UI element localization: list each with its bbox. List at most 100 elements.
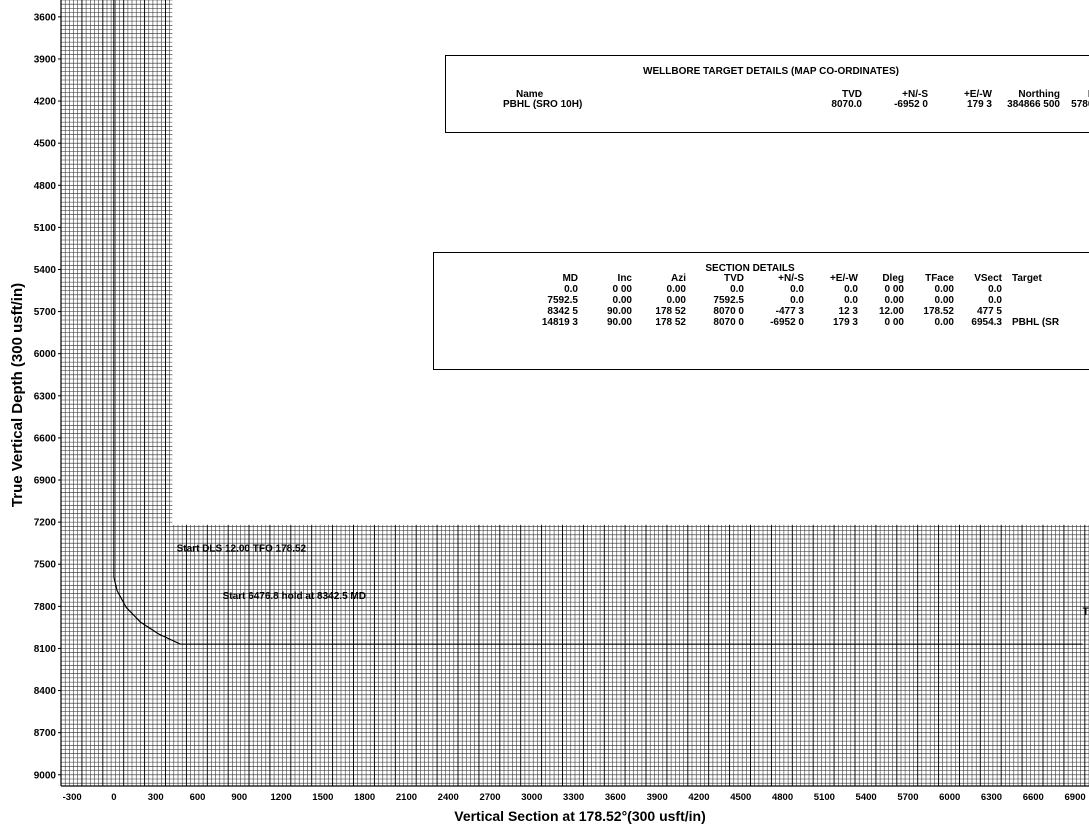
target-header-tvd: TVD (842, 89, 862, 100)
section-cell-inc: 0 00 (612, 284, 632, 295)
y-tick-label: 6900 (34, 476, 57, 487)
x-tick-label: 900 (231, 792, 247, 803)
well-path-line (113, 0, 1083, 645)
x-tick-label: 6900 (1065, 792, 1086, 803)
section-cell-tface: 178.52 (923, 306, 954, 317)
chart-grid (61, 0, 1089, 786)
y-tick-label: 4800 (34, 181, 57, 192)
section-cell-tface: 0.00 (934, 284, 954, 295)
target-header-easting: Easting (1064, 89, 1089, 100)
section-header-inc: Inc (617, 273, 632, 284)
y-tick-label: 6300 (34, 391, 57, 402)
section-cell-azi: 178 52 (655, 317, 686, 328)
section-cell-vsect: 6954.3 (971, 317, 1002, 328)
section-cell-ns: -6952 0 (770, 317, 804, 328)
section-cell-azi: 0.00 (666, 295, 686, 306)
target-cell-ew: 179 3 (966, 99, 992, 110)
x-tick-label: 1500 (312, 792, 333, 803)
wellbore-target-panel: WELLBORE TARGET DETAILS (MAP CO-ORDINATE… (445, 55, 1089, 133)
x-tick-label: 2400 (438, 792, 459, 803)
x-tick-label: 2700 (479, 792, 500, 803)
target-cell-tvd: 8070.0 (831, 99, 862, 110)
target-cell-name: PBHL (SRO 10H) (503, 99, 583, 110)
chart-axes: 3600390042004500480051005400570060006300… (34, 0, 1089, 803)
x-tick-label: 5100 (814, 792, 835, 803)
x-tick-label: 0 (111, 792, 116, 803)
section-cell-md: 14819 3 (541, 317, 578, 328)
section-cell-tface: 0.00 (934, 295, 954, 306)
x-tick-label: 4500 (730, 792, 751, 803)
annotation-label: Start DLS 12.00 TFO 178.52 (177, 543, 307, 554)
section-header-md: MD (562, 273, 578, 284)
section-header-dleg: Dleg (882, 273, 904, 284)
x-tick-label: 2100 (396, 792, 417, 803)
section-cell-dleg: 0 00 (884, 317, 904, 328)
section-cell-ew: 0.0 (844, 284, 858, 295)
x-tick-label: 5700 (897, 792, 918, 803)
section-cell-vsect: 477 5 (976, 306, 1002, 317)
section-cell-ns: -477 3 (775, 306, 804, 317)
x-tick-label: -300 (63, 792, 82, 803)
section-header-ew: +E/-W (829, 273, 858, 284)
section-header-tface: TFace (925, 273, 954, 284)
section-cell-inc: 90.00 (606, 306, 632, 317)
section-cell-ns: 0.0 (790, 284, 804, 295)
x-tick-label: 3600 (605, 792, 626, 803)
y-tick-label: 5400 (34, 265, 57, 276)
section-cell-target: PBHL (SR (1012, 317, 1060, 328)
grid-major-lines (61, 0, 1086, 786)
y-axis-label: True Vertical Depth (300 usft/in) (9, 283, 26, 507)
annotation-label: TD at 14819.3 (1083, 607, 1089, 618)
x-tick-label: 600 (190, 792, 206, 803)
section-cell-ew: 12 3 (838, 306, 858, 317)
x-axis-label: Vertical Section at 178.52°(300 usft/in) (454, 808, 705, 824)
target-cell-northing: 384866 500 (1007, 99, 1060, 110)
y-tick-label: 6600 (34, 433, 57, 444)
section-header-tvd: TVD (724, 273, 744, 284)
x-tick-label: 6300 (981, 792, 1002, 803)
section-details-panel: SECTION DETAILS MD 0.0 7592.5 8342 5 14819 3… (433, 252, 1089, 370)
wellbore-target-title: WELLBORE TARGET DETAILS (MAP CO-ORDINATE… (643, 66, 899, 77)
x-tick-label: 4800 (772, 792, 793, 803)
x-tick-label: 3300 (563, 792, 584, 803)
section-cell-dleg: 12.00 (878, 306, 904, 317)
x-tick-label: 300 (148, 792, 164, 803)
section-cell-ew: 179 3 (832, 317, 858, 328)
section-cell-dleg: 0 00 (884, 284, 904, 295)
x-tick-label: 6000 (939, 792, 960, 803)
section-details-title: SECTION DETAILS (705, 263, 795, 274)
y-tick-label: 7500 (34, 560, 57, 571)
x-tick-label: 5400 (856, 792, 877, 803)
grid-minor-lines (61, 0, 1089, 786)
section-cell-md: 7592.5 (547, 295, 578, 306)
target-header-ns: +N/-S (902, 89, 928, 100)
y-tick-label: 8100 (34, 644, 57, 655)
section-cell-inc: 90.00 (606, 317, 632, 328)
section-header-ns: +N/-S (778, 273, 804, 284)
y-tick-label: 6000 (34, 349, 57, 360)
x-tick-label: 1800 (354, 792, 375, 803)
target-header-ew: +E/-W (963, 89, 992, 100)
y-tick-label: 7800 (34, 602, 57, 613)
y-tick-label: 9000 (34, 770, 57, 781)
section-cell-ns: 0.0 (790, 295, 804, 306)
section-header-target: Target (1012, 273, 1042, 284)
section-cell-inc: 0.00 (612, 295, 632, 306)
x-tick-label: 3900 (647, 792, 668, 803)
target-cell-easting: 578009.200 (1071, 99, 1089, 110)
y-tick-label: 3600 (34, 12, 57, 23)
chart-annotations: Start DLS 12.00 TFO 178.52 Start 6476.8 h… (177, 543, 1089, 617)
x-tick-label: 4200 (688, 792, 709, 803)
section-header-vsect: VSect (974, 273, 1002, 284)
y-tick-label: 7200 (34, 518, 57, 529)
section-cell-tvd: 7592.5 (713, 295, 744, 306)
section-cell-azi: 0.00 (666, 284, 686, 295)
target-header-name: Name (516, 89, 544, 100)
section-cell-md: 0.0 (564, 284, 578, 295)
x-tick-label: 6600 (1023, 792, 1044, 803)
y-tick-label: 4200 (34, 97, 57, 108)
target-header-northing: Northing (1018, 89, 1060, 100)
x-tick-label: 1200 (271, 792, 292, 803)
y-tick-label: 5700 (34, 307, 57, 318)
